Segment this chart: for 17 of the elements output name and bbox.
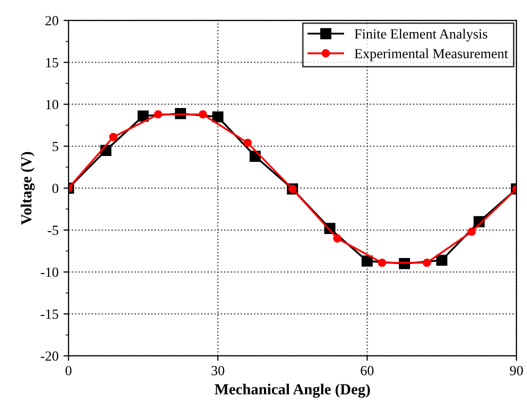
y-tick-label: -10 bbox=[40, 268, 58, 277]
y-axis-title: Voltage (V) bbox=[20, 152, 35, 225]
y-tick-label: 0 bbox=[52, 184, 58, 194]
y-tick-label: 10 bbox=[46, 100, 58, 110]
y-tick-label: -20 bbox=[40, 351, 58, 361]
x-axis-title: Mechanical Angle (Deg) bbox=[214, 384, 370, 398]
x-tick-label: 30 bbox=[212, 366, 224, 376]
y-tick-label: -5 bbox=[48, 226, 58, 236]
legend-label: Experimental Measurement bbox=[354, 48, 508, 62]
x-tick-label: 60 bbox=[360, 366, 374, 376]
y-tick-label: 5 bbox=[52, 142, 58, 152]
x-tick-label: 90 bbox=[510, 366, 523, 376]
x-tick-label: 0 bbox=[66, 366, 72, 376]
y-tick-label: 20 bbox=[46, 16, 58, 26]
y-tick-label: 15 bbox=[46, 58, 58, 68]
y-tick-label: -15 bbox=[40, 310, 58, 319]
legend-label: Finite Element Analysis bbox=[354, 28, 488, 42]
